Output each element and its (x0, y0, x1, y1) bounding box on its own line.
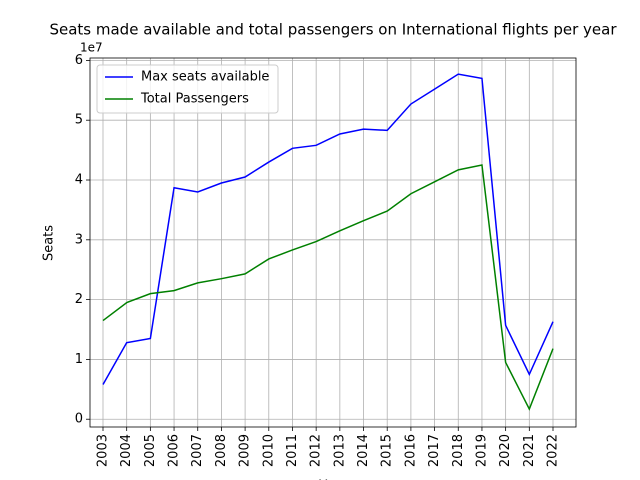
x-tick-label: 2019 (474, 434, 489, 467)
x-tick-label: 2015 (380, 434, 395, 467)
x-tick-label: 2004 (119, 434, 134, 467)
data-line (102, 73, 554, 385)
x-tick-label: 2014 (356, 434, 371, 467)
x-tick-label: 2018 (451, 434, 466, 467)
x-tick-label: 2022 (546, 434, 561, 467)
data-line (102, 164, 554, 411)
x-tick-label: 2011 (285, 434, 300, 467)
legend-label: Total Passengers (140, 92, 249, 107)
x-tick-label: 2008 (214, 434, 229, 467)
y-tick-label: 0 (75, 412, 83, 427)
x-tick-label: 2012 (309, 434, 324, 467)
x-tick-label: 2021 (522, 434, 537, 467)
x-tick-label: 2007 (190, 434, 205, 467)
x-tick-label: 2010 (261, 434, 276, 467)
y-tick-label: 3 (75, 232, 83, 247)
x-tick-label: 2005 (143, 434, 158, 467)
y-offset-label: 1e7 (80, 41, 103, 55)
legend-label: Max seats available (141, 70, 269, 85)
y-tick-label: 1 (75, 352, 83, 367)
x-tick-label: 2016 (403, 434, 418, 467)
x-tick-label: 2013 (332, 434, 347, 467)
legend-box (96, 64, 279, 114)
x-axis-label: Year (318, 479, 347, 480)
y-tick-label: 5 (75, 113, 83, 128)
x-tick-label: 2020 (498, 434, 513, 467)
y-tick-label: 4 (75, 173, 83, 188)
y-axis-label: Seats (42, 225, 57, 261)
x-tick-label: 2006 (167, 434, 182, 467)
plot-frame (89, 57, 577, 428)
x-tick-label: 2003 (96, 434, 111, 467)
y-tick-label: 2 (75, 292, 83, 307)
y-tick-label: 6 (75, 53, 83, 68)
x-tick-label: 2017 (427, 434, 442, 467)
x-tick-label: 2009 (238, 434, 253, 467)
chart-title: Seats made available and total passenger… (49, 21, 617, 39)
